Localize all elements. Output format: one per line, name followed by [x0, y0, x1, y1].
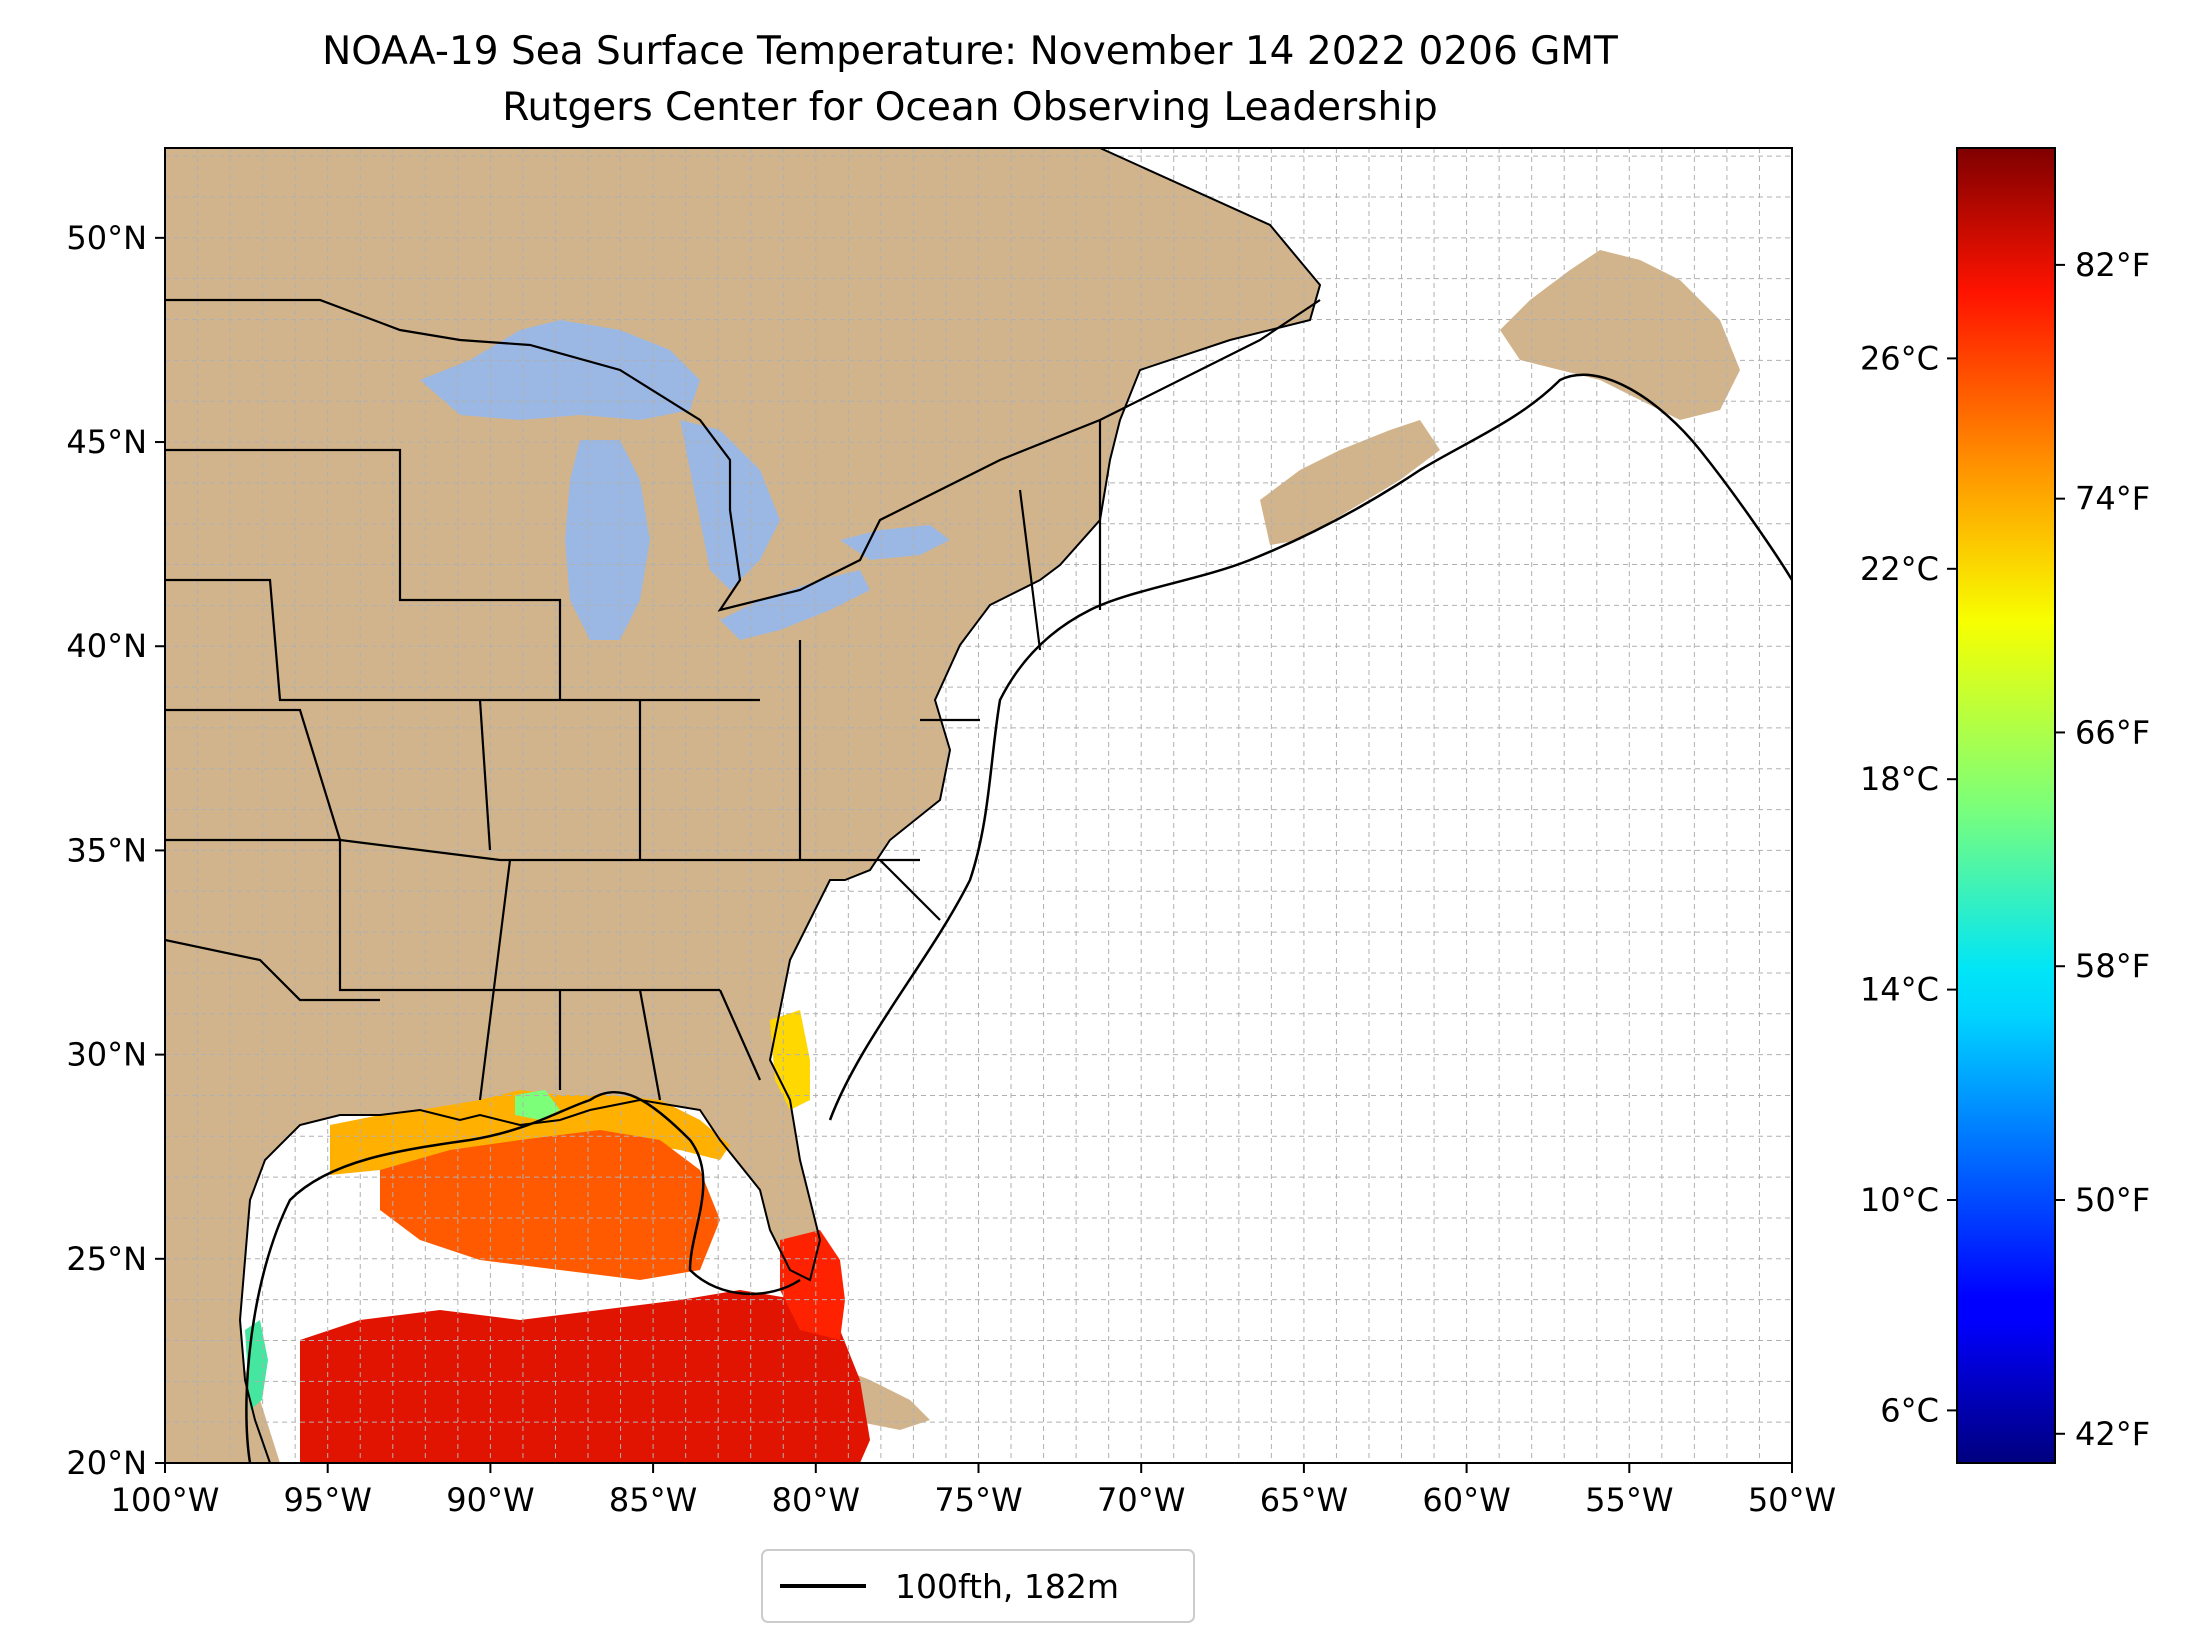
sst-florida-strait [780, 1230, 845, 1340]
colorbar-fahrenheit-label: 82°F [2075, 246, 2150, 284]
x-tick-label: 65°W [1260, 1481, 1348, 1519]
state-borders [165, 298, 1321, 1101]
colorbar-celsius-label: 10°C [1860, 1181, 1939, 1219]
colorbar-fahrenheit-label: 58°F [2075, 947, 2150, 985]
y-tick-label: 20°N [66, 1444, 147, 1482]
border-line [165, 448, 562, 700]
border-line [879, 859, 941, 921]
border-line [165, 578, 760, 702]
colorbar-celsius-label: 22°C [1860, 550, 1939, 588]
colorbar-celsius-label: 6°C [1880, 1391, 1939, 1429]
border-line [165, 708, 920, 862]
colorbar-fahrenheit-label: 50°F [2075, 1181, 2150, 1219]
central-america-land [165, 1320, 280, 1463]
x-tick-label: 60°W [1422, 1481, 1510, 1519]
border-line [478, 859, 512, 1101]
gridlines [165, 148, 1792, 1463]
colorbar-fahrenheit-label: 42°F [2075, 1415, 2150, 1453]
y-tick-label: 45°N [66, 423, 147, 461]
legend: 100fth, 182m [761, 1549, 1195, 1623]
border-line [718, 989, 762, 1081]
legend-box [761, 1549, 1195, 1623]
map-subtitle: Rutgers Center for Ocean Observing Leade… [502, 85, 1438, 130]
isobath-atlantic-shelf [828, 373, 1792, 1121]
colorbar-celsius-label: 26°C [1860, 339, 1939, 377]
sst-gulf-central [380, 1130, 720, 1280]
border-line [478, 699, 492, 851]
border-line [165, 838, 720, 992]
colorbar-fahrenheit-ticks: 42°F 50°F 58°F 66°F 74°F 82°F [2055, 246, 2150, 1453]
x-tick-label: 80°W [772, 1481, 860, 1519]
border-line [165, 938, 380, 1002]
sst-data [245, 1010, 870, 1463]
x-tick-label: 100°W [111, 1481, 220, 1519]
isobath-100fth [245, 373, 1792, 1463]
north-america-land [165, 148, 1320, 1463]
colorbar-celsius-label: 14°C [1860, 971, 1939, 1009]
y-tick-label: 40°N [66, 627, 147, 665]
x-tick-label: 50°W [1748, 1481, 1836, 1519]
isobath-gulf-of-mexico [245, 1090, 801, 1463]
y-tick-label: 35°N [66, 831, 147, 869]
colorbar [1956, 147, 2056, 1464]
x-tick-label: 85°W [609, 1481, 697, 1519]
newfoundland-land [1500, 250, 1740, 420]
border-line [638, 989, 662, 1101]
x-tick-label: 95°W [284, 1481, 372, 1519]
x-tick-label: 90°W [446, 1481, 534, 1519]
sst-gulf-south [300, 1290, 870, 1463]
border-us-canada [165, 298, 1321, 612]
y-tick-label: 50°N [66, 219, 147, 257]
sst-georgia-coast [770, 1010, 810, 1110]
x-tick-label: 70°W [1097, 1481, 1185, 1519]
y-tick-label: 25°N [66, 1240, 147, 1278]
map-area [165, 148, 1792, 1463]
colorbar-celsius-ticks: 6°C 10°C 14°C 18°C 22°C 26°C [1860, 339, 1957, 1429]
x-tick-label: 75°W [934, 1481, 1022, 1519]
colorbar-fahrenheit-label: 74°F [2075, 480, 2150, 518]
sst-mississippi-delta [515, 1090, 560, 1120]
border-line [1018, 489, 1042, 651]
legend-label: 100fth, 182m [895, 1567, 1119, 1606]
sst-gulf-north-band [330, 1090, 730, 1175]
y-axis-ticks: 20°N 25°N 30°N 35°N 40°N 45°N 50°N [66, 219, 165, 1482]
coastline [238, 148, 1322, 1463]
x-axis-ticks: 100°W 95°W 90°W 85°W 80°W 75°W 70°W 65°W 60°W 55°… [111, 1463, 1836, 1519]
colorbar-fahrenheit-label: 66°F [2075, 713, 2150, 751]
lake-michigan [565, 440, 650, 640]
nova-scotia-land [1260, 420, 1440, 545]
lake-ontario [840, 525, 950, 560]
y-tick-label: 30°N [66, 1036, 147, 1074]
colorbar-celsius-label: 18°C [1860, 760, 1939, 798]
map-title: NOAA-19 Sea Surface Temperature: Novembe… [322, 29, 1618, 74]
x-tick-label: 55°W [1585, 1481, 1673, 1519]
